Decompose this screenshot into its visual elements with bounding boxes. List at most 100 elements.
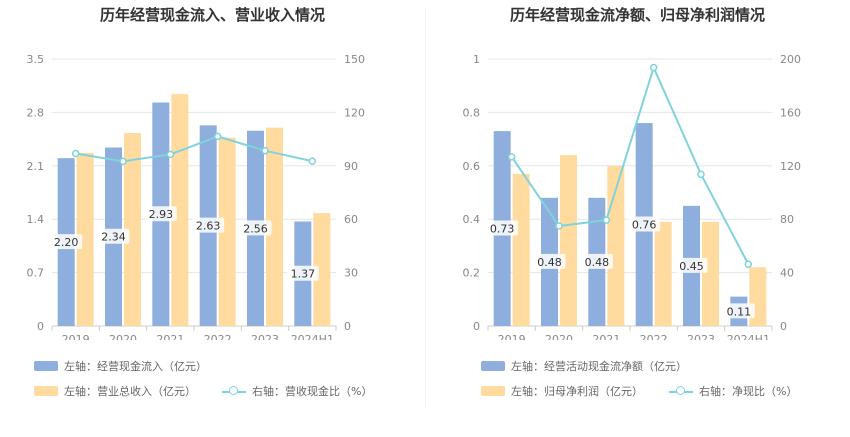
- x-axis-tick-label: 2024H1: [291, 333, 334, 340]
- x-axis-tick-label: 2020: [109, 333, 137, 340]
- data-label: 2.34: [101, 231, 126, 244]
- chart-panel-cashflow-revenue: 历年经营现金流入、营业收入情况 0 0 0.7 30 1.4 60 2.1 90 2.8 120 3…: [27, 6, 373, 399]
- right-axis-tick-label: 90: [344, 160, 358, 173]
- legend-swatch-orange: [34, 386, 58, 396]
- x-axis-tick-label: 2020: [545, 333, 573, 340]
- x-axis-tick-label: 2022: [204, 333, 232, 340]
- bar-series-2: [266, 127, 283, 327]
- bar-series-2: [218, 137, 236, 326]
- data-label: 2.63: [196, 220, 221, 233]
- legend-item-cash-ratio[interactable]: 右轴：营收现金比（%）: [222, 383, 372, 399]
- x-axis-tick-label: 2021: [156, 333, 184, 340]
- left-axis-tick-label: 0: [37, 320, 44, 333]
- right-axis-tick-label: 80: [780, 213, 794, 226]
- left-axis-tick-label: 2.1: [27, 160, 45, 173]
- data-label: 0.73: [490, 223, 515, 236]
- left-axis-tick-label: 0.2: [463, 267, 481, 280]
- x-axis-tick-label: 2019: [62, 333, 90, 340]
- bar-series-2: [124, 132, 141, 326]
- right-axis-tick-label: 150: [344, 53, 365, 66]
- right-axis-tick-label: 200: [780, 53, 801, 66]
- data-label: 2.20: [54, 236, 79, 249]
- data-label-bg: [675, 257, 708, 273]
- data-label: 0.48: [537, 256, 562, 269]
- x-axis-tick-label: 2022: [640, 333, 668, 340]
- left-axis-tick-label: 0.8: [463, 106, 481, 119]
- right-axis-tick-label: 60: [344, 213, 358, 226]
- legend-item-cash-inflow[interactable]: 左轴：经营现金流入（亿元）: [34, 358, 207, 374]
- legend-label: 左轴：经营现金流入（亿元）: [64, 360, 207, 373]
- data-label: 0.45: [679, 260, 704, 273]
- right-axis-tick-label: 40: [780, 267, 794, 280]
- legend-item-net-cashflow[interactable]: 左轴：经营活动现金流净额（亿元）: [481, 358, 687, 374]
- line-point: [261, 146, 269, 155]
- line-point: [213, 132, 222, 141]
- chart-svg-netcash-profit: 0 0 0.2 40 0.4 80 0.6 120 0.8 160 1 200 2019 2020 2021…: [463, 53, 802, 340]
- bar-series-2: [313, 213, 331, 326]
- line-series: [510, 64, 750, 265]
- line-point: [602, 216, 611, 224]
- left-axis-tick-label: 3.5: [27, 53, 45, 66]
- chart-panel-netcash-profit: 历年经营现金流净额、归母净利润情况 0 0 0.2 40 0.4 80 0.6 120 0.8 1…: [425, 0, 850, 437]
- line-point: [555, 222, 563, 230]
- data-label-bg: [239, 220, 272, 236]
- left-axis-tick-label: 0.4: [463, 213, 481, 226]
- x-axis-tick-label: 2024H1: [727, 333, 770, 340]
- x-axis-tick-label: 2023: [687, 333, 715, 340]
- legend-label: 左轴：归母净利润（亿元）: [511, 385, 643, 398]
- legend-label: 左轴：营业总收入（亿元）: [64, 385, 196, 398]
- data-label-bg: [192, 217, 225, 233]
- left-axis-tick-label: 2.8: [27, 106, 45, 119]
- x-axis-tick-label: 2019: [498, 333, 526, 340]
- data-label-bg: [628, 216, 661, 232]
- data-label-bg: [97, 228, 130, 244]
- chart-title: 历年经营现金流净额、归母净利润情况: [509, 6, 765, 24]
- legend-item-revenue[interactable]: 左轴：营业总收入（亿元）: [34, 383, 196, 399]
- data-label-bg: [50, 234, 83, 250]
- line-point: [697, 170, 705, 179]
- legend-line-marker-icon: [669, 386, 693, 396]
- x-axis-tick-label: 2023: [251, 333, 279, 340]
- right-axis-tick-label: 160: [780, 106, 801, 119]
- data-label-bg: [486, 220, 519, 236]
- bar-series-2: [560, 155, 577, 326]
- data-label-bg: [533, 253, 566, 269]
- left-axis-tick-label: 0: [473, 320, 480, 333]
- line-point: [119, 157, 127, 166]
- legend-label: 右轴：营收现金比（%）: [252, 385, 373, 398]
- legend-swatch-orange: [481, 386, 505, 396]
- left-axis-tick-label: 1.4: [27, 213, 45, 226]
- data-label-bg: [144, 206, 177, 222]
- legend-label: 右轴：净现比（%）: [699, 385, 798, 398]
- data-label-bg: [286, 265, 319, 281]
- data-label-bg: [580, 253, 613, 269]
- bar-series-2: [702, 221, 719, 326]
- data-label: 0.11: [727, 305, 752, 318]
- right-axis-tick-label: 120: [344, 106, 365, 119]
- right-axis-tick-label: 30: [344, 267, 358, 280]
- line-point: [507, 153, 516, 161]
- panel-divider: [425, 8, 426, 408]
- bar-series-2: [512, 173, 530, 326]
- bar-series-2: [76, 152, 94, 326]
- chart-title: 历年经营现金流入、营业收入情况: [99, 6, 325, 24]
- legend-swatch-blue: [34, 361, 58, 371]
- legend-label: 左轴：经营活动现金流净额（亿元）: [511, 360, 687, 373]
- right-axis-tick-label: 120: [780, 160, 801, 173]
- bar-series-2: [654, 221, 672, 326]
- right-axis-tick-label: 0: [344, 320, 351, 333]
- x-axis-tick-label: 2021: [592, 333, 620, 340]
- data-label: 1.37: [291, 268, 316, 281]
- legend-line-marker-icon: [222, 386, 246, 396]
- data-label: 2.56: [243, 222, 268, 235]
- line-point: [308, 157, 317, 165]
- line-point: [166, 150, 175, 159]
- legend-item-net-cash-ratio[interactable]: 右轴：净现比（%）: [669, 383, 797, 399]
- legend-item-net-profit[interactable]: 左轴：归母净利润（亿元）: [481, 383, 643, 399]
- left-axis-tick-label: 0.6: [463, 160, 481, 173]
- legend-swatch-blue: [481, 361, 505, 371]
- line-point: [744, 260, 753, 268]
- line-point: [71, 149, 80, 158]
- line-series: [75, 135, 313, 163]
- chart-svg-cashflow-revenue: 0 0 0.7 30 1.4 60 2.1 90 2.8 120 3.5 150 2019 2020 202…: [27, 53, 366, 340]
